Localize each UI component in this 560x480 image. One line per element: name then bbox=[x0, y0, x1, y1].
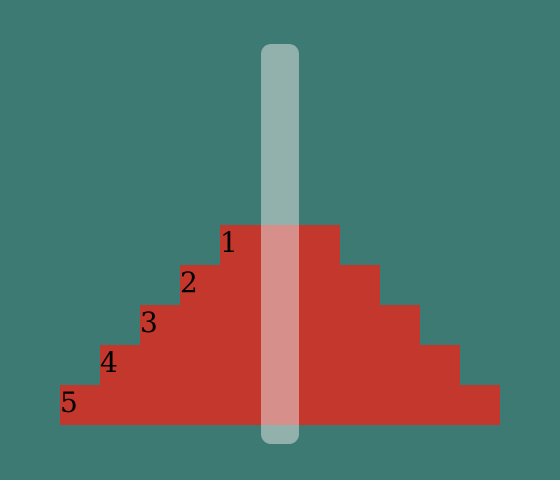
disc-1-label: 1 bbox=[220, 226, 238, 259]
disc-4-label: 4 bbox=[100, 346, 118, 379]
disc-2-label: 2 bbox=[180, 266, 198, 299]
disc-5-label: 5 bbox=[60, 386, 78, 419]
peg[interactable] bbox=[261, 44, 299, 444]
disc-3-label: 3 bbox=[140, 306, 158, 339]
